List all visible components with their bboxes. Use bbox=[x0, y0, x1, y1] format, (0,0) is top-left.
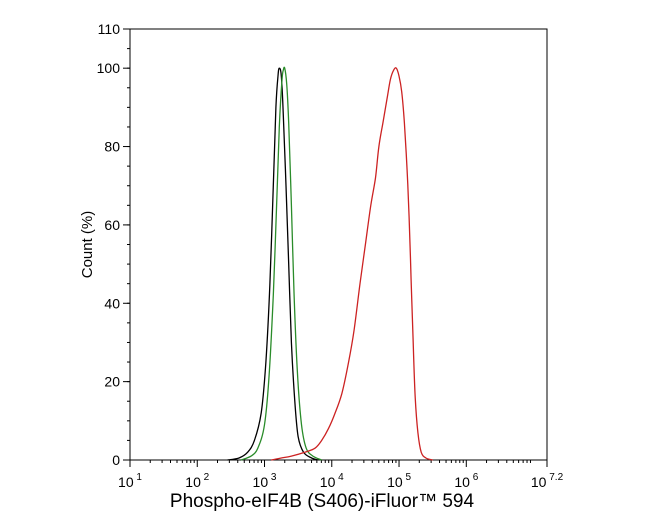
x-tick-label: 10 5 bbox=[387, 472, 411, 490]
series-line-2 bbox=[240, 66, 322, 461]
x-tick-exponent: 5 bbox=[405, 472, 411, 483]
series-line-1 bbox=[227, 67, 319, 461]
x-tick-base: 10 bbox=[185, 474, 203, 490]
x-tick-base: 10 bbox=[118, 474, 136, 490]
x-tick-exponent: 6 bbox=[473, 472, 479, 483]
x-tick-label: 10 7.2 bbox=[531, 472, 564, 490]
y-tick-label: 40 bbox=[104, 295, 120, 311]
x-axis: 10 1 10 2 10 3 10 4 10 5 10 6 10 7.2 bbox=[118, 460, 564, 490]
x-tick-exponent: 4 bbox=[338, 472, 344, 483]
x-tick-exponent: 1 bbox=[136, 472, 142, 483]
x-tick-label: 10 4 bbox=[320, 472, 344, 490]
y-tick-label: 100 bbox=[97, 60, 121, 76]
x-tick-exponent: 3 bbox=[271, 472, 277, 483]
x-tick-label: 10 6 bbox=[454, 472, 478, 490]
x-tick-exponent: 2 bbox=[204, 472, 210, 483]
series-layer bbox=[227, 66, 433, 461]
series-line-3 bbox=[271, 67, 433, 461]
x-tick-base: 10 bbox=[253, 474, 271, 490]
x-tick-label: 10 3 bbox=[253, 472, 277, 490]
y-axis-title: Count (%) bbox=[79, 211, 96, 279]
x-tick-base: 10 bbox=[320, 474, 338, 490]
y-tick-label: 110 bbox=[98, 21, 121, 37]
plot-frame bbox=[129, 28, 548, 461]
x-tick-base: 10 bbox=[454, 474, 472, 490]
y-tick-label: 60 bbox=[104, 217, 120, 233]
y-axis: 0 20 40 60 80 100 110 bbox=[97, 21, 130, 468]
x-axis-title: Phospho-eIF4B (S406)-iFluor™ 594 bbox=[170, 491, 475, 512]
plot-area bbox=[129, 28, 548, 461]
y-tick-label: 0 bbox=[112, 452, 120, 468]
x-tick-exponent: 7.2 bbox=[549, 472, 563, 483]
x-tick-base: 10 bbox=[387, 474, 405, 490]
x-tick-label: 10 2 bbox=[185, 472, 209, 490]
y-tick-label: 20 bbox=[104, 374, 120, 390]
x-tick-label: 10 1 bbox=[118, 472, 142, 490]
x-tick-base: 10 bbox=[531, 474, 549, 490]
y-tick-label: 80 bbox=[104, 139, 120, 155]
